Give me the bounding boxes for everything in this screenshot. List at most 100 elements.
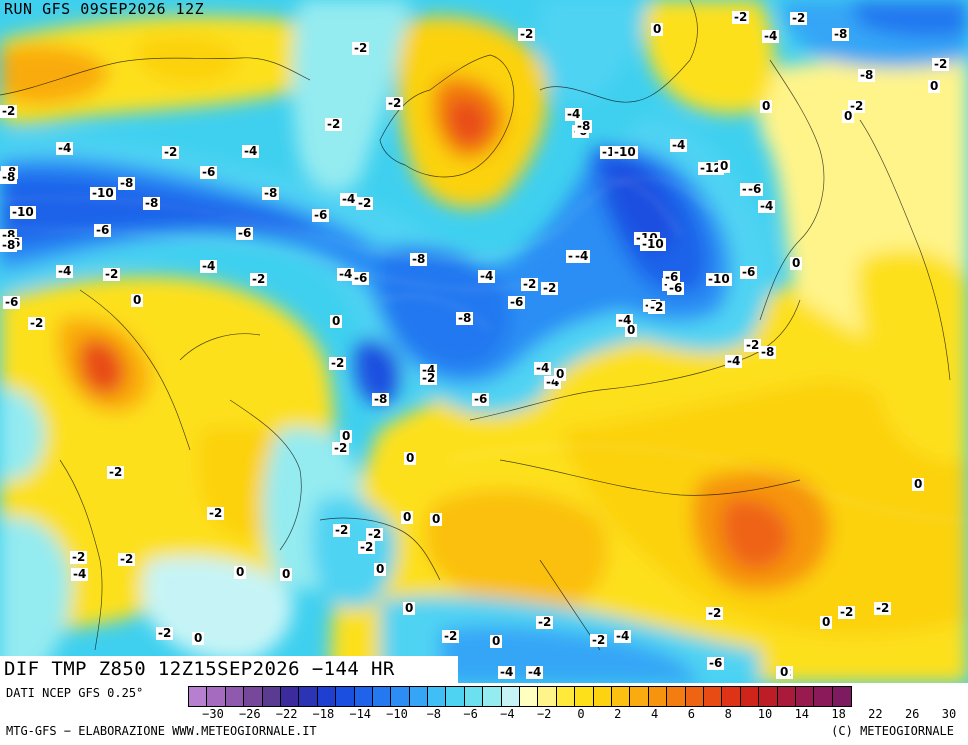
- anomaly-value-label: -6: [472, 392, 490, 406]
- color-scale-tick-label: −10: [386, 707, 408, 721]
- anomaly-value-label: -2: [848, 99, 866, 113]
- color-swatch: [593, 687, 612, 706]
- anomaly-value-label: -2: [352, 41, 370, 55]
- color-scale-tick-label: 4: [650, 707, 659, 721]
- anomaly-value-label: -8: [118, 176, 136, 190]
- anomaly-value-label: -4: [340, 192, 358, 206]
- anomaly-value-label: -8: [0, 238, 18, 252]
- color-swatch: [777, 687, 796, 706]
- color-swatch: [483, 687, 502, 706]
- color-swatch: [703, 687, 723, 706]
- color-scale-tick-label: −26: [238, 707, 261, 721]
- anomaly-value-label: -2: [386, 96, 404, 110]
- anomaly-value-label: -2: [329, 356, 347, 370]
- anomaly-value-label: -2: [838, 605, 856, 619]
- anomaly-value-label: -2: [207, 506, 225, 520]
- anomaly-value-label: 0: [430, 512, 443, 526]
- color-scale-tick-label: 30: [941, 707, 957, 721]
- run-title: RUN GFS 09SEP2026 12Z: [4, 0, 205, 18]
- anomaly-value-label: 0: [778, 665, 791, 679]
- color-scale-tick-label: −8: [426, 707, 442, 721]
- anomaly-value-label: -8: [372, 392, 390, 406]
- anomaly-value-label: -12: [698, 161, 724, 175]
- field-title-banner: DIF TMP Z850 12Z15SEP2026 −144 HR: [0, 656, 458, 683]
- anomaly-value-label: -10: [640, 237, 666, 251]
- anomaly-value-label: -4: [337, 267, 355, 281]
- anomaly-value-label: -4: [762, 29, 780, 43]
- anomaly-value-label: 0: [490, 634, 503, 648]
- anomaly-value-label: 0: [928, 79, 941, 93]
- anomaly-value-label: 0: [401, 510, 414, 524]
- color-swatch: [611, 687, 631, 706]
- anomaly-value-label: 0: [192, 631, 205, 645]
- anomaly-value-label: -2: [366, 527, 384, 541]
- color-swatch: [667, 687, 686, 706]
- anomaly-value-label: -2: [0, 104, 18, 118]
- anomaly-value-label: -2: [541, 281, 559, 295]
- anomaly-value-label: -2: [250, 272, 268, 286]
- color-scale-tick-label: −18: [312, 707, 335, 721]
- anomaly-value-label: 0: [330, 314, 343, 328]
- anomaly-value-label: 0: [912, 477, 925, 491]
- color-swatch: [354, 687, 373, 706]
- color-swatch: [446, 687, 465, 706]
- map-footer: DATI NCEP GFS 0.25° −30 −26 −22 −18 −14 −10 −8…: [0, 683, 968, 745]
- anomaly-value-label: 0: [404, 451, 417, 465]
- anomaly-value-label: -6: [740, 265, 758, 279]
- anomaly-value-label: -8: [143, 196, 161, 210]
- anomaly-value-label: -4: [565, 107, 583, 121]
- anomaly-value-label: -2: [442, 629, 460, 643]
- color-swatch: [832, 687, 852, 706]
- anomaly-value-label: 0: [625, 323, 638, 337]
- color-scale-tick-label: 2: [614, 707, 622, 721]
- anomaly-value-label: -2: [358, 540, 376, 554]
- anomaly-value-label: -8: [0, 170, 18, 184]
- anomaly-value-label: -2: [932, 57, 950, 71]
- anomaly-value-label: -4: [478, 269, 496, 283]
- color-scale-tick-label: −22: [275, 707, 298, 721]
- color-swatch: [538, 687, 557, 706]
- anomaly-value-label: -8: [410, 252, 428, 266]
- anomaly-value-label: -4: [534, 361, 552, 375]
- color-swatch: [648, 687, 668, 706]
- anomaly-value-label: -4: [71, 567, 89, 581]
- color-swatch: [372, 687, 392, 706]
- anomaly-value-label: -4: [200, 259, 218, 273]
- color-scale-tick-label: 8: [724, 707, 732, 721]
- credit-left-label: MTG-GFS − ELABORAZIONE WWW.METEOGIORNALE…: [6, 724, 317, 738]
- anomaly-value-label: 0: [842, 109, 855, 123]
- anomaly-value-label: -6: [508, 295, 526, 309]
- anomaly-value-label: -8: [832, 27, 850, 41]
- anomaly-value-label: 0: [718, 159, 731, 173]
- anomaly-value-label: 0: [280, 567, 293, 581]
- anomaly-value-label: -2: [536, 615, 554, 629]
- temperature-anomaly-map: RUN GFS 09SEP2026 12Z -20-2-4-6-2-2-8-4-…: [0, 0, 968, 683]
- anomaly-value-label: -2: [332, 441, 350, 455]
- color-swatch: [225, 687, 245, 706]
- anomaly-value-label: -2: [70, 550, 88, 564]
- anomaly-value-label: -4: [758, 199, 776, 213]
- color-scale-tick-label: 0: [577, 707, 585, 721]
- anomaly-value-label: -4: [725, 354, 743, 368]
- color-swatch: [722, 687, 741, 706]
- anomaly-value-label: -2: [744, 338, 762, 352]
- anomaly-value-label: -8: [759, 345, 777, 359]
- anomaly-value-label: -6: [663, 270, 681, 284]
- anomaly-value-label: 0: [374, 562, 387, 576]
- anomaly-value-label: -8: [858, 68, 876, 82]
- anomaly-value-label: -4: [670, 138, 688, 152]
- anomaly-value-label: -2: [790, 11, 808, 25]
- color-swatch: [464, 687, 484, 706]
- anomaly-value-label: -6: [707, 656, 725, 670]
- color-swatch: [317, 687, 337, 706]
- anomaly-value-label: 0: [131, 293, 144, 307]
- data-source-label: DATI NCEP GFS 0.25°: [6, 686, 144, 700]
- anomaly-value-label: -2: [107, 465, 125, 479]
- color-swatch: [520, 687, 539, 706]
- anomaly-value-label: -2: [28, 316, 46, 330]
- color-scale-tick-label: −30: [202, 707, 224, 721]
- anomaly-value-label: -2: [874, 601, 892, 615]
- anomaly-value-label: -4: [573, 249, 591, 263]
- anomaly-value-label: -2: [103, 267, 121, 281]
- anomaly-value-label: -2: [420, 371, 438, 385]
